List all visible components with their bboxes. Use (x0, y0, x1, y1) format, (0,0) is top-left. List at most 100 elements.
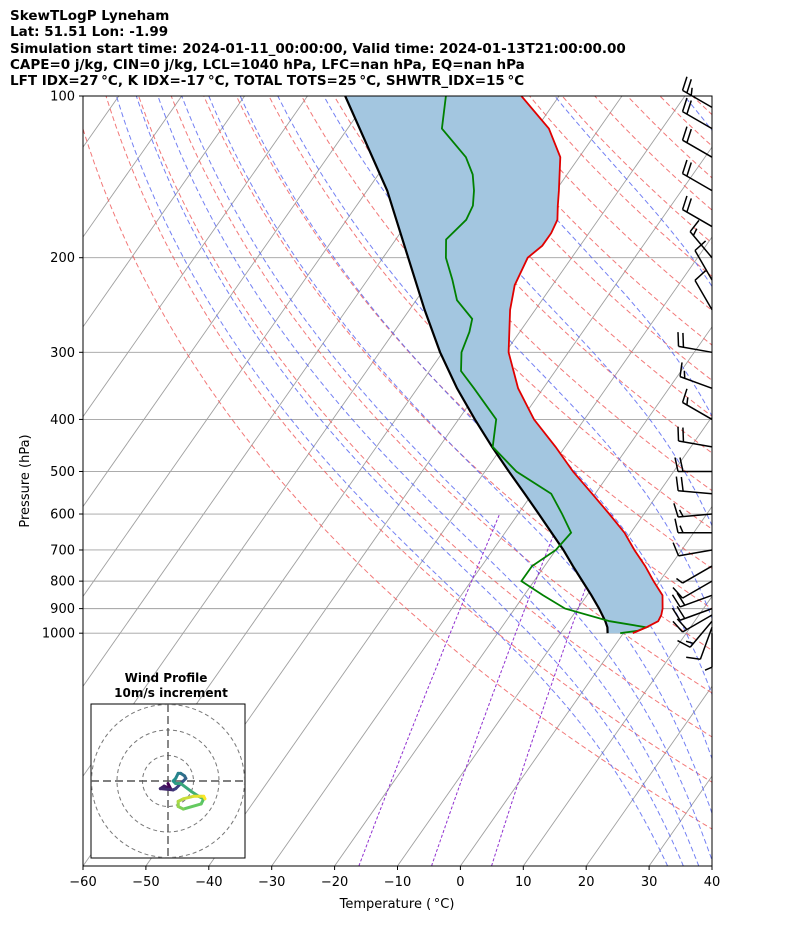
wind-barb-flag (676, 592, 686, 606)
y-tick-label: 200 (50, 251, 75, 266)
wind-barb (681, 388, 713, 421)
wind-barb-flag (676, 606, 686, 619)
wind-barb-flag (692, 228, 698, 236)
y-tick-label: 900 (50, 602, 75, 617)
wind-barb-staff (682, 139, 713, 158)
wind-barb-flag (680, 476, 684, 492)
simulation-times: Simulation start time: 2024-01-11_00:00:… (10, 40, 626, 57)
wind-barb (681, 97, 713, 130)
hodograph-segment (202, 794, 207, 801)
wind-barb-flag (704, 666, 713, 671)
dewpoint-line (440, 96, 650, 635)
x-tick-label: 30 (641, 875, 658, 890)
y-tick-label: 400 (50, 413, 75, 428)
x-tick-label: −20 (321, 875, 348, 890)
wind-barb-flag (686, 100, 693, 115)
wind-barb (686, 627, 713, 660)
wind-barb (681, 159, 713, 192)
isotherm (83, 96, 183, 238)
wind-barb-flag (679, 362, 683, 377)
wind-barb-flag (681, 126, 688, 141)
wind-barb-flag (686, 128, 693, 143)
wind-barb-staff (678, 490, 713, 495)
dry-adiabat (105, 96, 712, 783)
y-tick-label: 300 (50, 346, 75, 361)
wind-barb-flag (694, 270, 707, 281)
wind-barb (673, 503, 713, 518)
isotherm (397, 415, 712, 866)
wind-barb (681, 126, 713, 158)
wind-barb (677, 426, 713, 448)
wind-barb-staff (682, 208, 713, 228)
wind-barb-flag (677, 426, 680, 442)
wind-barb (671, 606, 713, 621)
wind-barb-staff (682, 580, 713, 599)
cin-shaded-area (345, 96, 663, 634)
station-title: SkewTLogP Lyneham (10, 8, 170, 24)
wind-barb-staff (678, 440, 713, 448)
wind-barb (672, 614, 713, 633)
wind-barb (679, 362, 713, 389)
mixing-ratio-line (431, 514, 562, 866)
isotherm (208, 146, 712, 866)
wind-barb-flag (694, 240, 707, 252)
x-tick-label: 0 (456, 875, 464, 890)
wind-barb-staff (682, 614, 713, 633)
parcel-profile-line (344, 96, 609, 634)
isotherm (522, 595, 712, 866)
wind-barb-staff (682, 110, 713, 130)
convective-params: CAPE=0 j/kg, CIN=0 j/kg, LCL=1040 hPa, L… (10, 56, 525, 73)
x-tick-label: −40 (195, 875, 222, 890)
wind-barb-staff (694, 250, 713, 281)
wind-barb-staff (679, 594, 713, 608)
wind-barb-flag (672, 620, 684, 633)
wind-barb-staff (682, 172, 713, 192)
wind-barb-flag (686, 162, 693, 177)
isotherm (460, 505, 712, 866)
x-tick-label: −50 (132, 875, 159, 890)
isotherm (83, 96, 434, 598)
stability-indices: LFT IDX=27 °C, K IDX=-17 °C, TOTAL TOTS=… (10, 73, 525, 90)
wind-barb-flag (677, 639, 691, 648)
y-axis-label: Pressure (hPa) (18, 434, 33, 527)
wind-barb-staff (694, 279, 713, 311)
wind-barb-flag (674, 518, 679, 533)
wind-barb-staff (679, 607, 713, 621)
wind-barb-flag (679, 457, 684, 472)
wind-barb-flag (681, 76, 688, 91)
wind-barb-staff (682, 89, 713, 109)
wind-barb-staff (682, 565, 713, 584)
wind-barb-flag (682, 427, 685, 442)
moist-adiabat (208, 96, 712, 815)
x-axis-label: Temperature ( °C) (339, 897, 455, 912)
wind-barb-flag (678, 509, 684, 517)
dry-adiabat (758, 96, 794, 866)
wind-barb-flag (675, 476, 679, 491)
moist-adiabat (157, 96, 700, 866)
moist-adiabat (115, 96, 669, 866)
moist-adiabat (135, 96, 684, 866)
wind-barb-flag (686, 198, 693, 213)
wind-barb-flag (673, 503, 679, 518)
wind-barb-flag (689, 219, 700, 233)
wind-barb-flag (674, 457, 679, 472)
x-tick-label: 20 (578, 875, 595, 890)
wind-barb-staff (689, 231, 713, 259)
moist-adiabat (554, 96, 712, 288)
isotherm (334, 326, 712, 866)
wind-barb (689, 219, 713, 259)
dry-adiabat (561, 96, 712, 244)
isotherm (648, 775, 712, 866)
wind-barbs (671, 76, 713, 671)
y-tick-label: 600 (50, 508, 75, 523)
inset-content (91, 704, 245, 858)
x-tick-label: −60 (69, 875, 96, 890)
dry-adiabat (692, 96, 712, 116)
wind-barb-flag (672, 587, 684, 599)
dry-adiabat (170, 96, 712, 694)
wind-barb-flag (676, 618, 688, 631)
wind-barb (681, 195, 713, 228)
moist-adiabat (683, 96, 712, 132)
